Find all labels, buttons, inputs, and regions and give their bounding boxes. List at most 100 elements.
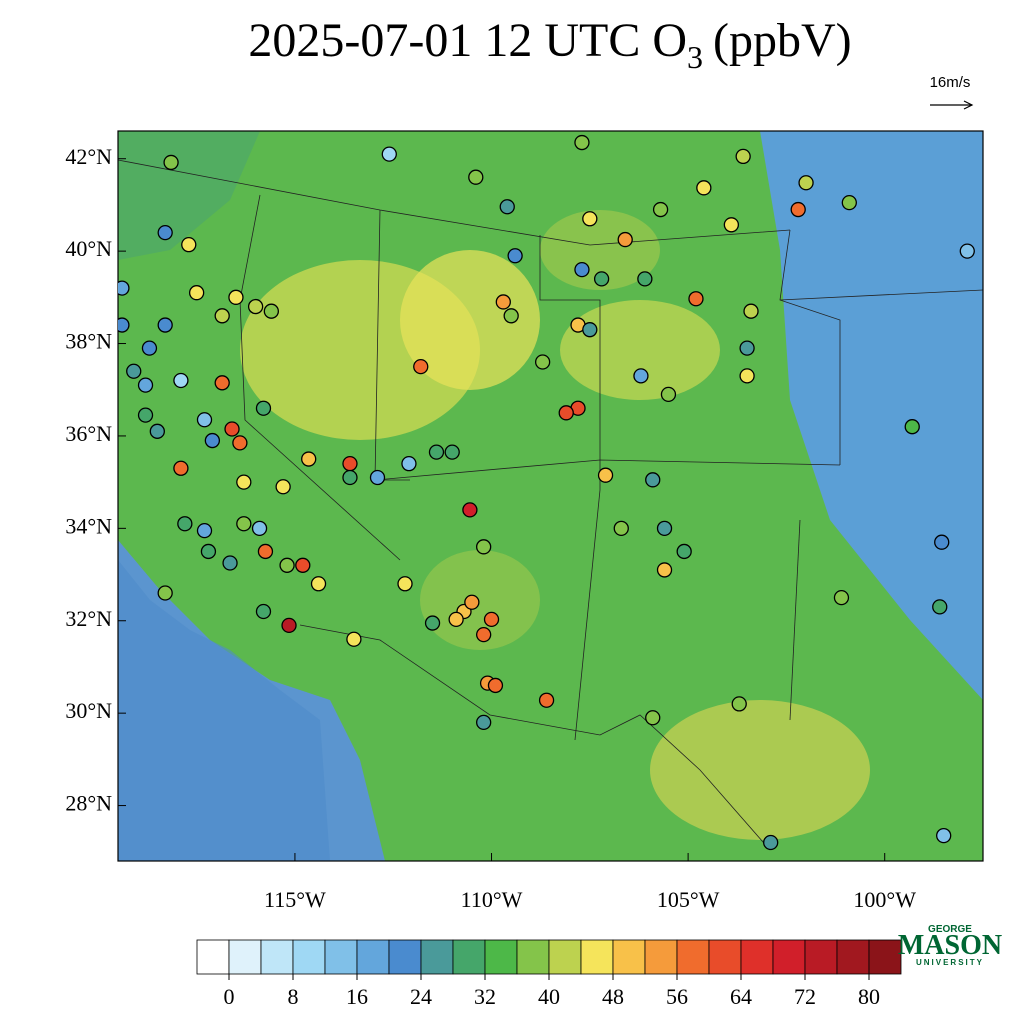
station (118, 280, 130, 296)
colorbar-box (452, 939, 486, 975)
logo-bottom: UNIVERSITY (916, 958, 984, 967)
station (448, 611, 464, 628)
station (904, 419, 920, 435)
station (483, 611, 500, 628)
logo: GEORGE MASON UNIVERSITY (898, 924, 1002, 967)
colorbar-box (580, 939, 614, 975)
colorbar-label: 64 (730, 984, 752, 1009)
station (462, 502, 478, 518)
station (255, 603, 272, 620)
station (137, 407, 154, 423)
station (841, 194, 857, 211)
station (731, 696, 747, 712)
station (464, 594, 480, 610)
station (688, 291, 704, 307)
station (137, 377, 154, 393)
colorbar-label: 16 (346, 984, 368, 1009)
station (444, 444, 460, 460)
station (696, 180, 712, 196)
colorbar-label: 48 (602, 984, 624, 1009)
station (173, 372, 189, 389)
map-frame (117, 130, 984, 862)
colorbar-box (740, 939, 774, 975)
colorbar-box (388, 939, 422, 975)
station (424, 615, 441, 631)
colorbar-box (548, 939, 582, 975)
station (476, 539, 492, 555)
station (342, 469, 358, 486)
station (236, 516, 252, 532)
station (188, 285, 205, 301)
lat-label: 28°N (65, 791, 112, 816)
station (534, 354, 551, 370)
lon-label: 110°W (461, 887, 523, 912)
station (281, 617, 297, 634)
station (196, 412, 213, 428)
station (476, 714, 492, 731)
station (141, 340, 158, 356)
colorbar-box (324, 939, 358, 975)
colorbar-box (484, 939, 518, 975)
wind-reference-arrow (930, 100, 974, 110)
station (645, 710, 661, 726)
station (224, 421, 240, 437)
colorbar-label: 0 (224, 984, 235, 1009)
station (157, 317, 173, 333)
station (499, 199, 515, 215)
station (236, 474, 252, 490)
colorbar-box (676, 939, 710, 975)
station (163, 154, 179, 171)
station (251, 520, 268, 536)
station (660, 386, 677, 403)
colorbar-box (804, 939, 838, 975)
lat-label: 32°N (65, 606, 112, 631)
station (413, 358, 429, 375)
station (936, 827, 952, 844)
station (177, 516, 193, 532)
title-main: 2025-07-01 12 UTC O (248, 14, 687, 67)
station (247, 298, 264, 315)
colorbar-box (644, 939, 678, 975)
map-overlay: 28°N 30°N 32°N 34°N 36°N 38°N 40°N 42°N 115°W 110… (65, 134, 975, 1009)
lon-label: 100°W (853, 887, 916, 912)
station (538, 692, 555, 708)
station (401, 456, 417, 472)
colorbar-box (868, 939, 902, 975)
station (763, 834, 779, 851)
colorbar-box (516, 939, 550, 975)
lat-label: 38°N (65, 329, 112, 354)
station (397, 576, 413, 592)
title: 2025-07-01 12 UTC O3 (ppbV) (248, 14, 851, 75)
station (468, 169, 484, 185)
lat-label: 30°N (65, 698, 112, 723)
station (833, 589, 850, 606)
colorbar-box (708, 939, 742, 975)
colorbar-box (612, 939, 646, 975)
station (656, 562, 673, 578)
station (279, 557, 295, 573)
station (613, 520, 629, 536)
station (342, 456, 358, 472)
colorbar-label: 40 (538, 984, 560, 1009)
lon-label: 115°W (264, 887, 326, 912)
colorbar-box (356, 939, 390, 975)
station (739, 340, 755, 356)
station (735, 148, 751, 165)
station (275, 479, 291, 495)
station (723, 217, 740, 233)
station (593, 271, 610, 287)
station (232, 435, 248, 451)
colorbar-box (228, 939, 262, 975)
station (582, 322, 598, 338)
lon-label: 105°W (657, 887, 720, 912)
station (214, 308, 230, 324)
station (959, 243, 975, 259)
map-field (118, 131, 983, 861)
colorbar-box (420, 939, 454, 975)
station (652, 201, 669, 218)
station (790, 201, 806, 218)
station (558, 405, 574, 421)
station (798, 175, 814, 191)
colorbar-box (772, 939, 806, 975)
